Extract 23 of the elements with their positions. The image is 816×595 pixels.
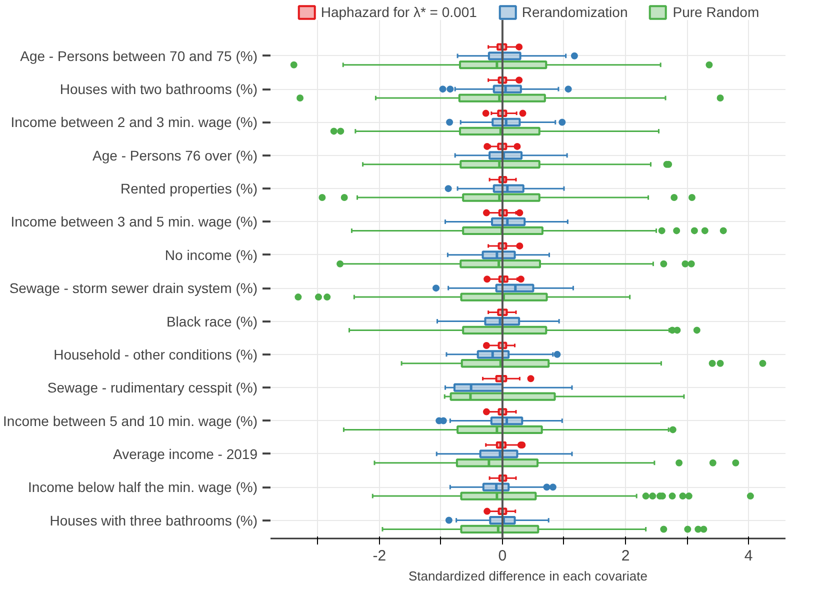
y-tick-label: Income between 5 and 10 min. wage (%)	[3, 412, 258, 429]
y-tick-label: Household - other conditions (%)	[54, 346, 258, 362]
y-tick-label: Age - Persons 76 over (%)	[92, 147, 258, 164]
legend-label: Rerandomization	[522, 4, 628, 20]
x-axis-title: Standardized difference in each covariate	[408, 568, 648, 584]
y-tick-label: Income between 2 and 3 min. wage (%)	[10, 114, 258, 130]
y-tick-label: Black race (%)	[166, 313, 258, 330]
x-tick-label: 2	[621, 548, 630, 564]
legend-label: Haphazard for λ* = 0.001	[320, 4, 477, 20]
y-tick-label: Income below half the min. wage (%)	[28, 479, 258, 496]
y-tick-label: Houses with two bathrooms (%)	[60, 81, 258, 98]
y-tick-label: Rented properties (%)	[120, 180, 258, 197]
y-tick-label: Average income - 2019	[113, 446, 258, 462]
y-tick-label: Sewage - rudimentary cesspit (%)	[47, 380, 258, 396]
x-tick-label: 4	[744, 548, 753, 564]
legend-label: Pure Random	[672, 4, 760, 20]
y-tick-label: No income (%)	[164, 246, 258, 263]
y-tick-label: Income between 3 and 5 min. wage (%)	[10, 214, 258, 230]
x-tick-label: -2	[372, 548, 386, 564]
x-tick-label: 0	[498, 548, 507, 564]
y-tick-label: Sewage - storm sewer drain system (%)	[9, 280, 258, 296]
y-tick-label: Age - Persons between 70 and 75 (%)	[20, 48, 258, 64]
y-tick-label: Houses with three bathrooms (%)	[50, 512, 258, 528]
